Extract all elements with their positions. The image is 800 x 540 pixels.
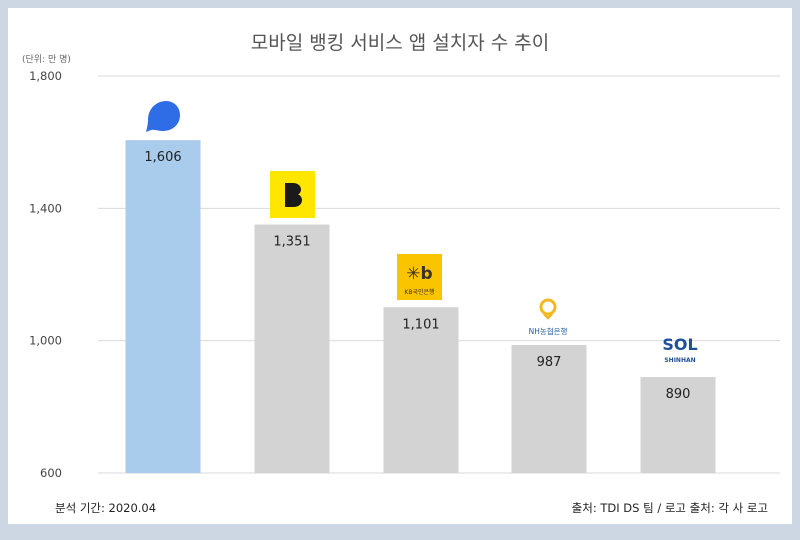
value-label-toss: 1,606 [144,150,181,165]
nh-caption: NH농협은행 [529,326,568,336]
bar-toss [125,140,201,473]
value-label-kakaobank: 1,351 [273,235,310,250]
svg-text:SOL: SOL [662,335,697,354]
value-label-kb: 1,101 [402,317,439,332]
y-tick-label: 600 [40,466,62,480]
bars [125,140,716,473]
kb-caption: KB국민은행 [404,288,434,296]
value-labels: 1,606 1,351 1,101 987 890 [144,150,690,402]
bar-nh [511,344,587,473]
shinhan-logo: SOL SHINHAN [662,335,697,364]
chart-title: 모바일 뱅킹 서비스 앱 설치자 수 추이 [250,32,550,54]
y-tick-label: 1,400 [29,201,62,215]
bar-kakaobank [254,224,330,473]
kakaobank-logo [270,171,315,218]
y-tick-label: 1,800 [29,69,62,83]
value-label-shinhan: 890 [666,387,691,402]
nh-logo: NH농협은행 [529,298,568,336]
y-tick-label: 1,000 [29,334,62,348]
unit-label: (단위: 만 명) [22,55,71,65]
kb-logo: ✳b KB국민은행 [397,254,442,300]
source-note: 출처: TDI DS 팀 / 로고 출처: 각 사 로고 [571,501,768,515]
bar-kb [383,307,459,473]
svg-text:✳b: ✳b [406,264,432,284]
shinhan-caption: SHINHAN [664,357,695,364]
value-label-nh: 987 [537,355,562,370]
y-axis: 600 1,000 1,400 1,800 [29,69,62,480]
bar-shinhan [640,377,716,473]
toss-logo [146,101,180,132]
analysis-period: 분석 기간: 2020.04 [55,501,157,515]
